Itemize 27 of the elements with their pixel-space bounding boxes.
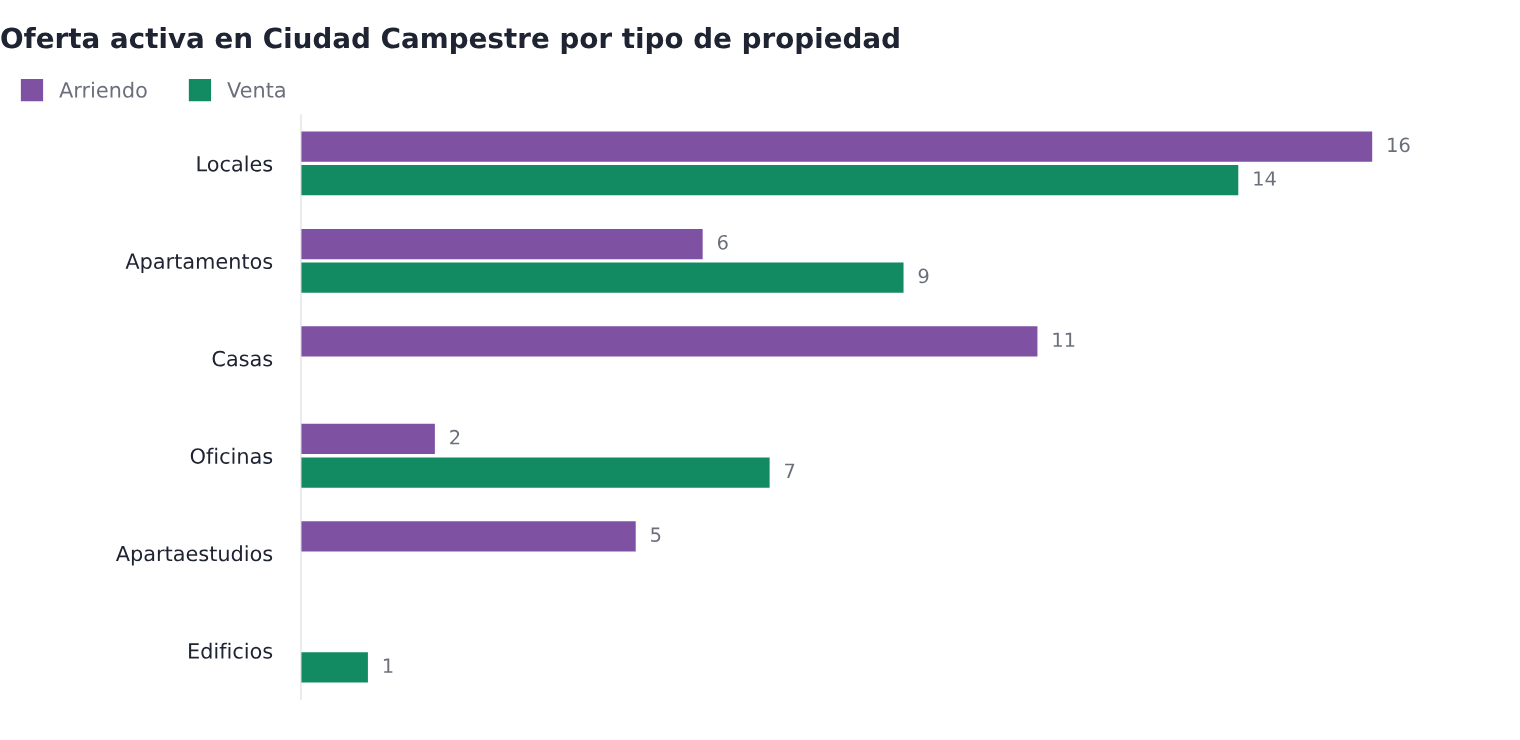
- bar: [300, 228, 703, 260]
- bar: [300, 131, 1373, 162]
- data-label: 11: [1053, 332, 1075, 347]
- y-tick-label: Casas: [212, 350, 273, 367]
- y-tick-label: Oficinas: [190, 447, 273, 464]
- y-tick-label: Edificios: [189, 642, 273, 659]
- bar: [300, 262, 904, 293]
- bar: [300, 521, 636, 552]
- bar: [300, 652, 368, 683]
- y-tick-label: Apartamentos: [125, 253, 273, 274]
- data-label: 2: [450, 429, 460, 445]
- bar: [300, 457, 770, 488]
- data-label: 1: [383, 658, 393, 673]
- y-tick-label: Locales: [197, 155, 273, 172]
- legend-label: Arriendo: [59, 81, 147, 98]
- bar: [300, 326, 1038, 357]
- data-label: 9: [918, 268, 929, 284]
- data-label: 5: [651, 527, 661, 542]
- data-label: 14: [1254, 171, 1276, 186]
- bar: [300, 423, 435, 455]
- data-label: 16: [1388, 137, 1410, 153]
- data-label: 6: [717, 234, 728, 250]
- y-tick-label: Apartaestudios: [115, 545, 273, 566]
- data-label: 7: [785, 463, 795, 478]
- legend-label: Venta: [227, 82, 285, 98]
- chart-title: Oferta activa en Ciudad Campestre por tipo de propiedad: [1, 26, 899, 54]
- bar: [300, 165, 1239, 196]
